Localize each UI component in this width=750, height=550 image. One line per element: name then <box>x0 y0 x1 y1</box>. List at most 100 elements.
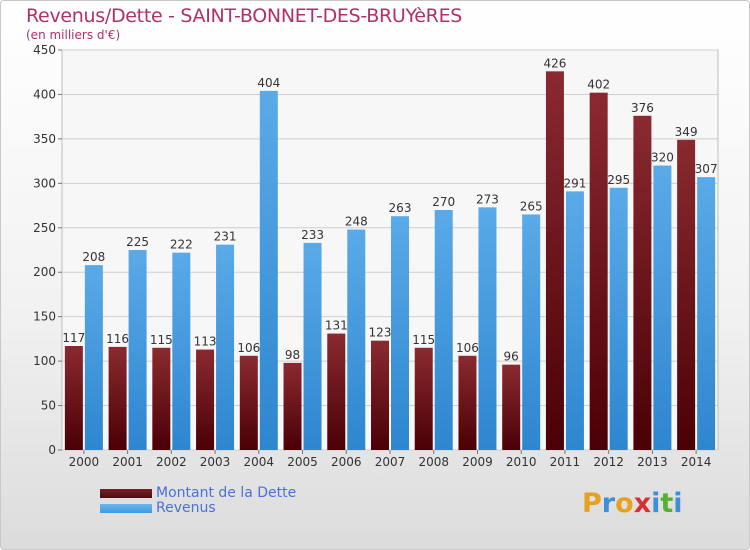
data-label: 106 <box>237 341 260 355</box>
bar-revenus <box>391 216 409 450</box>
proxiti-logo: Proxiti <box>582 488 683 519</box>
bar-dette <box>414 347 433 450</box>
x-tick-label: 2007 <box>375 455 406 469</box>
x-tick-label: 2008 <box>418 455 449 469</box>
bar-dette <box>108 346 127 450</box>
x-tick-label: 2009 <box>462 455 493 469</box>
data-label: 291 <box>563 176 586 190</box>
x-tick-label: 2001 <box>112 455 143 469</box>
bar-revenus <box>84 265 103 450</box>
bar-revenus <box>609 187 628 450</box>
legend-item-dette: Montant de la Dette <box>100 486 296 501</box>
data-label: 113 <box>194 335 217 349</box>
y-tick-label: 100 <box>33 354 56 368</box>
logo-letter: r <box>601 488 616 519</box>
x-tick-label: 2014 <box>681 455 712 469</box>
bar-revenus <box>478 207 497 450</box>
y-tick-label: 0 <box>48 443 56 457</box>
x-tick-label: 2004 <box>244 455 275 469</box>
bar-revenus <box>172 252 191 450</box>
bar-revenus <box>347 229 366 450</box>
bar-dette <box>371 340 389 450</box>
logo-letter: i <box>651 488 661 519</box>
bar-revenus <box>565 191 584 451</box>
bar-dette <box>64 346 83 450</box>
bar-revenus <box>434 210 453 450</box>
x-tick-label: 2012 <box>593 455 624 469</box>
bar-revenus <box>522 214 541 450</box>
legend-label-dette: Montant de la Dette <box>156 485 297 501</box>
bar-revenus <box>259 90 278 450</box>
x-tick-label: 2002 <box>156 455 187 469</box>
bar-dette <box>502 364 521 450</box>
y-tick-label: 450 <box>33 43 56 57</box>
legend-swatch-revenus <box>100 504 152 513</box>
bar-dette <box>152 347 171 450</box>
x-tick-label: 2013 <box>637 455 668 469</box>
data-label: 273 <box>476 192 499 206</box>
data-label: 115 <box>412 333 435 347</box>
x-tick-label: 2006 <box>331 455 362 469</box>
data-label: 131 <box>325 319 348 333</box>
bar-dette <box>458 355 477 450</box>
legend: Montant de la Dette Revenus <box>100 486 296 516</box>
bar-dette <box>196 349 215 450</box>
data-label: 117 <box>62 331 85 345</box>
logo-letter: o <box>615 488 634 519</box>
data-label: 222 <box>170 238 193 252</box>
data-label: 225 <box>126 235 149 249</box>
data-label: 402 <box>587 78 610 92</box>
bar-revenus <box>128 250 147 450</box>
chart-title: Revenus/Dette - SAINT-BONNET-DES-BRUYèRE… <box>26 5 463 27</box>
bar-revenus <box>653 165 672 451</box>
legend-item-revenus: Revenus <box>100 501 296 516</box>
data-label: 265 <box>520 199 543 213</box>
x-tick-label: 2010 <box>506 455 537 469</box>
x-tick-label: 2011 <box>550 455 581 469</box>
plot-area <box>61 49 719 451</box>
y-tick-label: 350 <box>33 132 56 146</box>
legend-label-revenus: Revenus <box>156 500 216 516</box>
data-label: 376 <box>631 101 654 115</box>
y-tick-label: 300 <box>33 176 56 190</box>
data-label: 96 <box>504 350 519 364</box>
y-tick-label: 150 <box>33 310 56 324</box>
logo-letter: i <box>673 488 683 519</box>
data-label: 106 <box>456 341 479 355</box>
y-tick-label: 200 <box>33 265 56 279</box>
logo-letter: x <box>633 488 652 519</box>
data-label: 404 <box>257 76 280 90</box>
bar-dette <box>589 92 608 451</box>
bar-dette <box>239 355 258 450</box>
bar-dette <box>677 139 696 450</box>
logo-letter: t <box>660 488 674 519</box>
data-label: 295 <box>607 173 630 187</box>
bar-dette <box>283 362 302 450</box>
x-tick-label: 2005 <box>287 455 318 469</box>
x-tick-label: 2000 <box>69 455 100 469</box>
data-label: 233 <box>301 228 324 242</box>
data-label: 208 <box>82 250 105 264</box>
data-label: 116 <box>106 332 129 346</box>
legend-swatch-dette <box>100 489 152 498</box>
data-label: 307 <box>695 162 718 176</box>
bar-dette <box>633 115 652 451</box>
x-tick-label: 2003 <box>200 455 231 469</box>
data-label: 270 <box>432 195 455 209</box>
y-tick-label: 400 <box>33 87 56 101</box>
data-label: 426 <box>543 56 566 70</box>
data-label: 123 <box>369 326 392 340</box>
data-label: 349 <box>675 125 698 139</box>
bar-revenus <box>697 177 716 450</box>
y-tick-label: 250 <box>33 221 56 235</box>
logo-letter: P <box>582 488 602 519</box>
y-tick-label: 50 <box>41 399 56 413</box>
data-label: 263 <box>389 201 412 215</box>
bar-revenus <box>216 244 235 450</box>
bar-dette <box>327 333 346 450</box>
data-label: 320 <box>651 151 674 165</box>
data-label: 248 <box>345 215 368 229</box>
bar-dette <box>545 71 564 450</box>
data-label: 98 <box>285 348 300 362</box>
